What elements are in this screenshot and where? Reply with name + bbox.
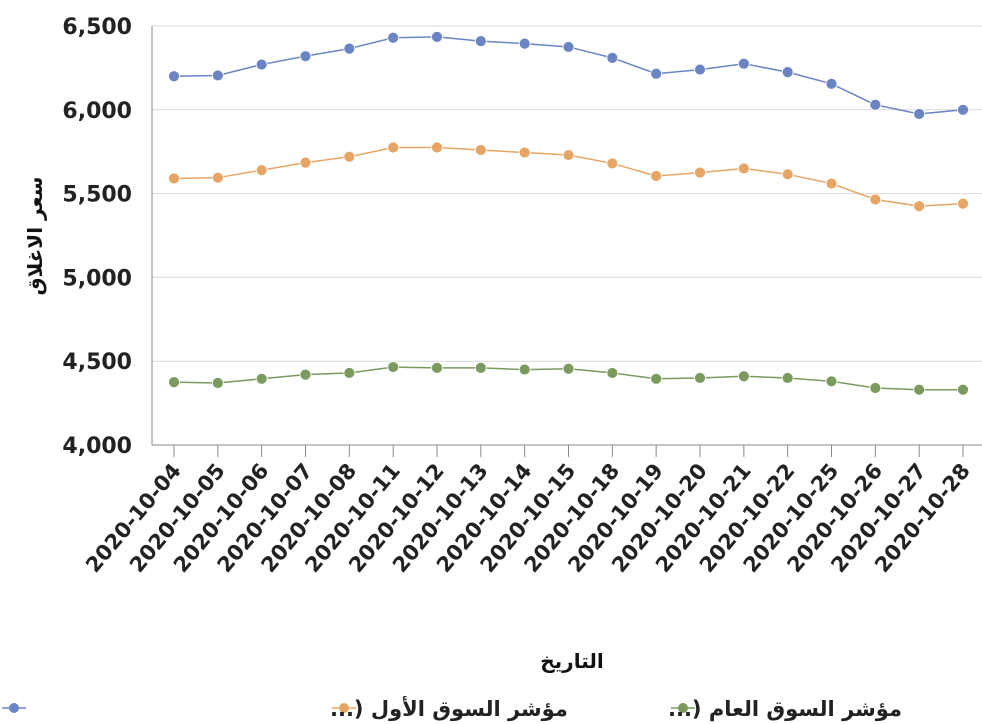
data-point [737,370,750,383]
legend: مؤشر السوق الأول (... مؤشر السوق العام (.… [2,695,902,721]
series-1 [168,30,969,120]
data-point [737,162,750,175]
data-point [299,156,312,169]
data-point [431,362,443,374]
data-point [606,157,619,170]
y-axis-title: سعر الاغلاق [23,177,47,296]
data-point [913,383,926,396]
legend-item [332,703,356,713]
legend-marker [678,703,688,713]
data-point [431,30,443,43]
data-point [211,171,224,184]
data-point [343,150,356,163]
legend-label: مؤشر السوق الأول (... [330,695,568,721]
data-point [650,170,663,182]
data-point [255,372,268,385]
y-tick-label: 5,500 [62,183,132,208]
data-point [957,197,969,210]
data-point [387,31,400,44]
data-point [343,367,356,379]
data-point [825,77,838,90]
data-point [694,372,706,384]
data-point [869,382,882,394]
data-point [869,98,882,111]
data-point [387,141,400,154]
data-point [518,37,531,50]
data-point [299,50,312,63]
data-point [825,177,838,190]
data-point [957,383,969,396]
series-layer [168,30,969,396]
data-point [474,362,487,374]
data-point [474,144,487,156]
data-point [913,200,926,213]
data-point [781,168,794,181]
legend-item [2,703,26,713]
data-point [299,368,312,381]
data-point [562,362,575,375]
data-point [168,70,180,83]
data-point [650,372,663,385]
data-point [606,51,619,64]
data-point [957,103,969,116]
data-point [255,58,268,71]
data-point [168,376,180,389]
data-point [387,361,400,373]
data-point [781,372,794,384]
y-tick-label: 6,500 [62,15,132,40]
x-axis-title: التاريخ [540,649,603,673]
data-point [431,141,443,154]
data-point [562,41,575,53]
series-3 [168,361,969,396]
data-point [781,66,794,78]
y-tick-label: 4,000 [62,434,132,459]
gridlines [152,25,982,446]
data-point [518,146,531,159]
data-point [694,166,706,179]
legend-marker [9,703,19,713]
y-tick-label: 5,000 [62,266,132,291]
series-2 [168,141,969,213]
data-point [211,69,224,82]
data-point [474,35,487,47]
data-point [343,42,356,55]
data-point [168,172,180,185]
data-point [211,377,224,389]
data-point [255,164,268,177]
y-axis-ticks: 4,000 4,500 5,000 5,500 6,000 6,500 [62,15,132,459]
legend-marker [339,703,349,713]
y-tick-label: 4,500 [62,350,132,375]
data-point [562,149,575,161]
data-point [518,363,531,376]
data-point [606,367,619,379]
x-axis: 2020-10-042020-10-052020-10-062020-10-07… [81,26,982,577]
data-point [650,67,663,80]
data-point [737,57,750,70]
legend-label: مؤشر السوق العام (... [668,697,902,721]
legend-item [671,703,695,713]
y-tick-label: 6,000 [62,99,132,124]
data-point [869,193,882,206]
data-point [825,375,838,388]
data-point [694,63,706,76]
data-point [913,108,926,120]
